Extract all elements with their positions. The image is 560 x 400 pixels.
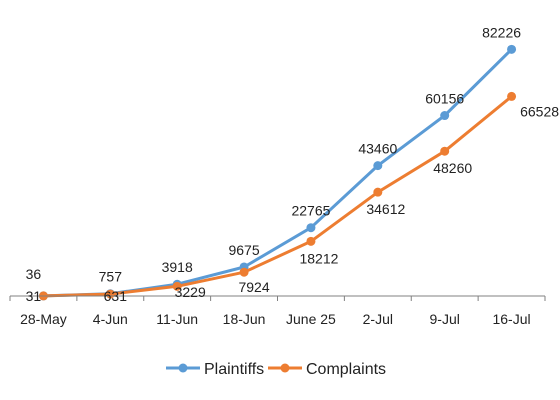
- legend-marker-complaints: [280, 363, 290, 373]
- data-point-plaintiffs: [440, 111, 450, 121]
- data-point-complaints: [172, 281, 182, 291]
- data-label-plaintiffs: 757: [99, 269, 123, 285]
- data-point-complaints: [373, 187, 383, 197]
- data-label-plaintiffs: 36: [26, 266, 42, 282]
- data-label-plaintiffs: 43460: [358, 141, 397, 157]
- x-axis: 28-May 4-Jun 11-Jun 18-Jun June 25 2-Jul 9-Jul…: [9, 295, 546, 327]
- data-label-complaints: 7924: [238, 279, 269, 295]
- data-label-plaintiffs: 9675: [228, 242, 259, 258]
- data-point-plaintiffs: [306, 223, 316, 233]
- legend-label-plaintiffs: Plaintiffs: [204, 361, 264, 378]
- x-tick-label: 11-Jun: [156, 311, 198, 327]
- series-line-complaints: [43, 95, 513, 298]
- data-label-complaints: 631: [104, 288, 128, 304]
- data-label-plaintiffs: 82226: [482, 24, 521, 40]
- series-layer: [38, 44, 517, 301]
- data-label-plaintiffs: 60156: [425, 91, 464, 107]
- data-label-plaintiffs: 3918: [162, 259, 193, 275]
- data-label-complaints: 18212: [299, 250, 338, 266]
- x-tick-label: 2-Jul: [363, 311, 393, 327]
- x-tick-label: 28-May: [20, 311, 67, 327]
- legend: Plaintiffs Complaints: [166, 361, 386, 378]
- legend-label-complaints: Complaints: [306, 361, 386, 378]
- legend-marker-plaintiffs: [178, 363, 188, 373]
- data-point-complaints: [507, 91, 517, 101]
- data-point-complaints: [306, 236, 316, 246]
- x-tick-label: 18-Jun: [223, 311, 266, 327]
- data-labels: 36 757 3918 9675 22765 43460 60156 82226 31 631 32…: [26, 24, 560, 304]
- data-point-plaintiffs: [373, 161, 383, 171]
- x-tick-label: June 25: [286, 311, 336, 327]
- data-point-plaintiffs: [507, 44, 517, 54]
- data-label-complaints: 48260: [433, 160, 472, 176]
- x-tick-label: 16-Jul: [492, 311, 530, 327]
- data-label-complaints: 31: [26, 288, 42, 304]
- data-label-complaints: 3229: [175, 284, 206, 300]
- data-label-complaints: 34612: [366, 201, 405, 217]
- data-point-complaints: [239, 267, 249, 277]
- x-tick-label: 9-Jul: [430, 311, 460, 327]
- data-label-complaints: 66528: [520, 103, 559, 119]
- x-tick-label: 4-Jun: [93, 311, 128, 327]
- data-label-plaintiffs: 22765: [291, 203, 330, 219]
- data-point-complaints: [440, 146, 450, 156]
